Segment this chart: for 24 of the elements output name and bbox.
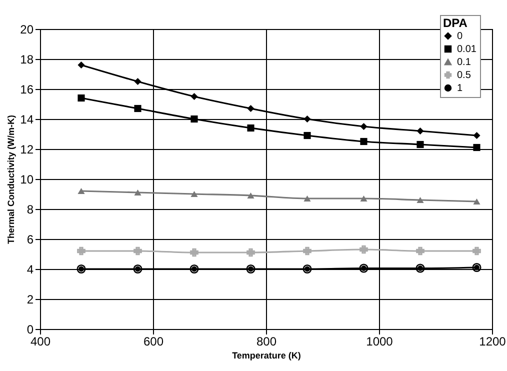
y-tick-label: 14 [20, 112, 34, 126]
y-tick-label: 20 [20, 22, 34, 36]
y-tick-label: 2 [26, 292, 34, 306]
y-tick-label: 8 [26, 202, 34, 216]
y-axis-title: Thermal Conductivity (W/m-K) [6, 114, 16, 244]
legend-label: 0 [457, 31, 463, 42]
x-tick-label: 400 [30, 334, 51, 348]
y-tick-label: 16 [20, 82, 34, 96]
x-tick-label: 800 [256, 334, 277, 348]
y-tick-label: 12 [20, 142, 34, 156]
y-tick-label: 10 [20, 172, 34, 186]
legend-label: 0.5 [457, 70, 472, 81]
x-axis-title: Temperature (K) [232, 350, 301, 360]
x-tick-label: 1200 [479, 334, 506, 348]
legend-label: 0.01 [457, 44, 477, 55]
y-tick-label: 0 [26, 322, 34, 336]
legend-label: 1 [457, 83, 463, 94]
y-tick-label: 18 [20, 52, 34, 66]
y-tick-label: 4 [26, 262, 34, 276]
x-tick-label: 600 [143, 334, 164, 348]
x-tick-label: 1000 [366, 334, 394, 348]
legend-title: DPA [443, 16, 468, 30]
legend-label: 0.1 [457, 57, 472, 68]
y-tick-label: 6 [26, 232, 34, 246]
